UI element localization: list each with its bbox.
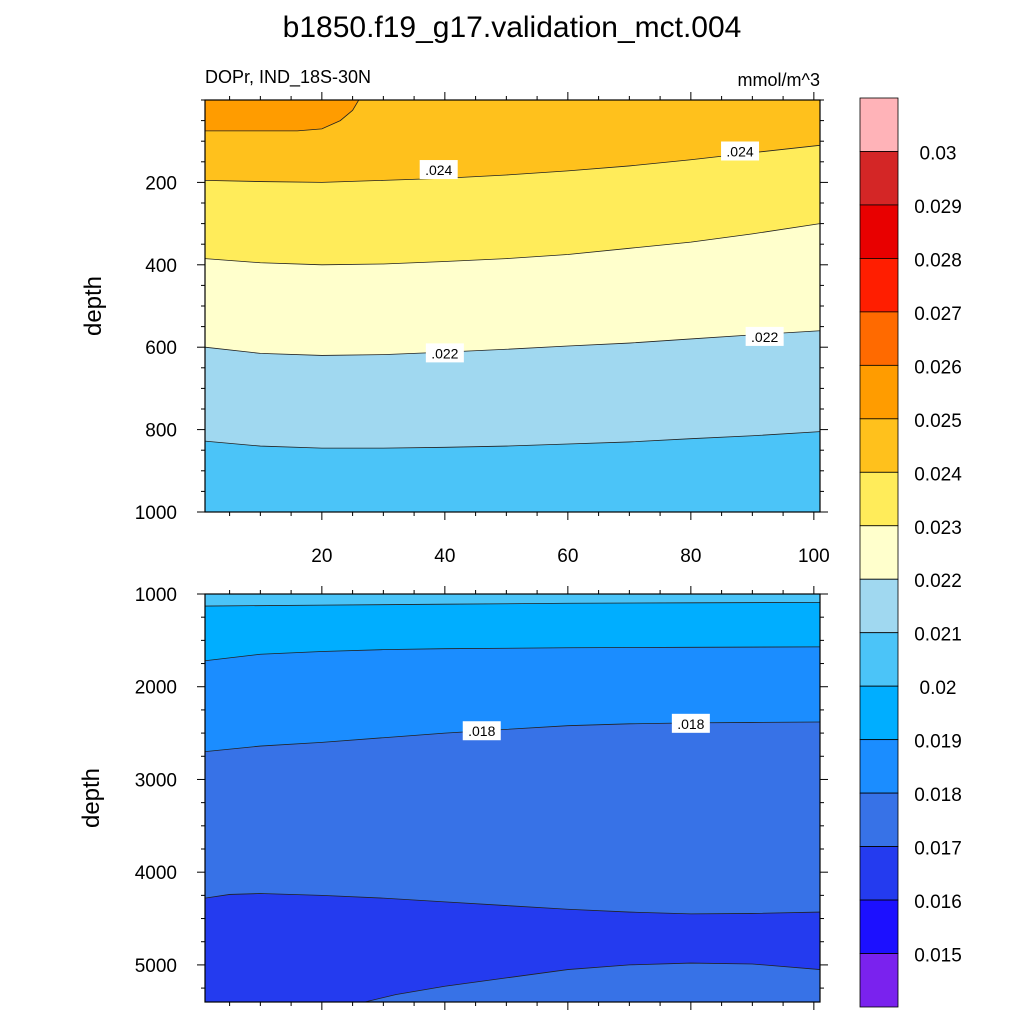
contour-line-0.021 [205,431,820,449]
plot-frame [204,593,821,1003]
fill-band-0.016 [364,963,820,1002]
colorbar-swatch [859,578,899,634]
contour-line-0.024 [205,144,820,183]
contour-label-text: .018 [468,723,495,739]
y-tick-label: 1000 [135,585,177,606]
contour-label-text: .022 [751,329,778,345]
x-tick-label: 80 [680,546,701,567]
colorbar-label: 0.02 [920,678,957,699]
colorbar-label: 0.021 [914,625,962,646]
upper-depth-panel: .024 .024 .022 .022 200 400 600 800 1000 20 40 60 80… [135,92,830,567]
colorbar-swatch [859,418,899,473]
colorbar-swatch [859,258,899,313]
colorbar: 0.03 0.029 0.028 0.027 0.026 0.025 0.024 0.023 0… [859,97,962,1008]
contour-line-0.02 [205,601,820,607]
contour-label-text: .024 [726,144,753,160]
left-string: DOPr, IND_18S-30N [205,67,371,88]
colorbar-swatch [859,204,899,259]
y-tick-label: 600 [145,338,177,359]
colorbar-swatch [859,739,899,794]
contour-label: .018 [671,713,710,733]
x-tick-label: 20 [311,546,332,567]
y-tick-label: 400 [145,256,177,277]
y-axis-label-upper: depth [80,276,107,336]
contour-label: .024 [721,141,760,161]
colorbar-swatch [859,953,899,1008]
y-axis-label-lower: depth [78,768,105,828]
contour-line-0.017 [205,893,820,915]
colorbar-label: 0.028 [914,250,962,271]
colorbar-swatch [859,364,899,420]
colorbar-swatch [859,899,899,954]
contour-line-0.025 [205,100,360,132]
contour-line-0.018 [205,721,820,753]
colorbar-label: 0.022 [914,571,962,592]
y-tick-label: 1000 [135,503,177,524]
x-tick-label: 60 [557,546,578,567]
y-tick-label: 5000 [135,956,177,977]
figure-title: b1850.f19_g17.validation_mct.004 [283,11,742,44]
colorbar-label: 0.017 [914,839,962,860]
colorbar-swatch [859,471,899,527]
contour-label-text: .024 [425,162,452,178]
colorbar-swatch [859,97,899,152]
fill-band-0.021 [205,431,820,512]
x-tick-label: 40 [434,546,455,567]
colorbar-swatch [859,846,899,901]
colorbar-swatch [859,151,899,206]
colorbar-label: 0.025 [914,411,962,432]
contour-label-text: .018 [677,716,704,732]
units-label: mmol/m^3 [738,70,820,90]
contour-line-0.022 [205,330,820,356]
y-tick-label: 800 [145,421,177,442]
y-tick-label: 3000 [135,770,177,791]
x-tick-label: 100 [798,546,830,567]
lower-depth-panel: .018 .018 1000 2000 3000 4000 5000 [135,585,828,1010]
colorbar-swatch [859,525,899,580]
colorbar-swatch [859,792,899,847]
contour-label: .022 [425,343,464,363]
contour-line-0.016 [364,962,820,1002]
colorbar-label: 0.029 [914,197,962,218]
colorbar-label: 0.018 [914,785,962,806]
colorbar-label: 0.024 [914,464,962,485]
colorbar-label: 0.03 [920,143,957,164]
colorbar-label: 0.015 [914,946,962,967]
contour-label-text: .022 [431,345,458,361]
contour-label: .024 [419,160,458,180]
contour-label: .018 [462,721,501,741]
y-tick-label: 4000 [135,863,177,884]
y-tick-label: 2000 [135,678,177,699]
colorbar-label: 0.027 [914,304,962,325]
colorbar-swatch [859,632,899,687]
colorbar-swatch [859,311,899,366]
colorbar-label: 0.023 [914,518,962,539]
colorbar-swatch [859,685,899,741]
y-tick-label: 200 [145,173,177,194]
contour-fills [205,100,820,512]
colorbar-label: 0.019 [914,732,962,753]
colorbar-label: 0.026 [914,357,962,378]
contour-line-0.023 [205,223,820,266]
contour-fills [205,594,820,1002]
colorbar-label: 0.016 [914,892,962,913]
contour-line-0.019 [205,646,820,662]
contour-label: .022 [745,326,784,346]
